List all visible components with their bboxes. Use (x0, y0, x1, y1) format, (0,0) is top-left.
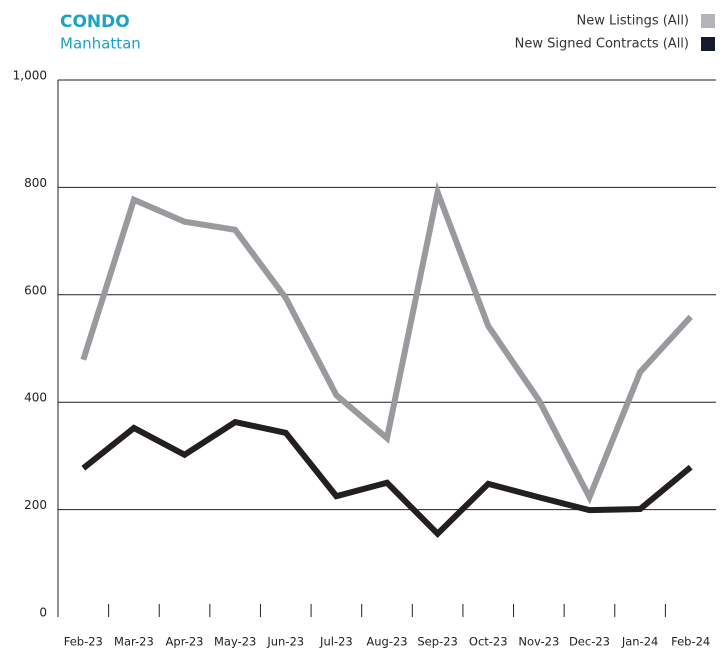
x-tick-label: Feb-24 (671, 635, 710, 649)
x-tick-label: May-23 (214, 635, 256, 649)
x-tick-label: Aug-23 (366, 635, 407, 649)
y-tick-label: 200 (24, 498, 47, 512)
y-tick-label: 1,000 (13, 69, 47, 83)
x-tick-label: Jul-23 (319, 635, 353, 649)
series-line (80, 181, 693, 505)
x-tick-label: Jun-23 (266, 635, 304, 649)
legend-swatch (701, 37, 715, 51)
chart-title: CONDO (60, 12, 130, 32)
legend-label: New Listings (All) (577, 14, 689, 29)
y-tick-label: 600 (24, 283, 47, 297)
y-tick-label: 800 (24, 176, 47, 190)
x-tick-label: Feb-23 (64, 635, 103, 649)
legend-label: New Signed Contracts (All) (515, 37, 689, 52)
legend-swatch (701, 14, 715, 28)
x-tick-label: Nov-23 (518, 635, 559, 649)
x-tick-label: Mar-23 (114, 635, 154, 649)
x-tick-label: Sep-23 (417, 635, 457, 649)
x-tick-label: Jan-24 (621, 635, 659, 649)
x-tick-label: Dec-23 (569, 635, 610, 649)
y-tick-label: 0 (39, 606, 47, 620)
chart-subtitle: Manhattan (60, 35, 141, 53)
y-tick-label: 400 (24, 391, 47, 405)
x-tick-label: Apr-23 (166, 635, 204, 649)
x-tick-label: Oct-23 (469, 635, 508, 649)
series-line (81, 418, 693, 539)
